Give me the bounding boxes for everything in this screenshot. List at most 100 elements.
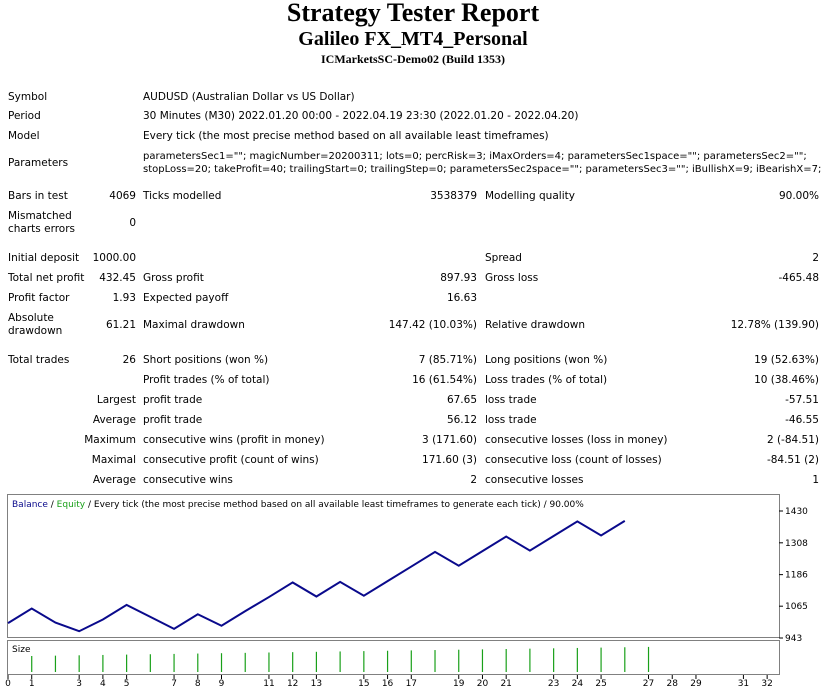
size-bars <box>31 646 650 672</box>
relative-drawdown-value: 12.78% (139.90) <box>730 319 819 331</box>
x-tick-label: 25 <box>595 679 606 688</box>
ticks-label: Ticks modelled <box>143 190 222 202</box>
net-profit-value: 432.45 <box>99 272 136 284</box>
model-value: Every tick (the most precise method base… <box>143 130 549 142</box>
x-tick-label: 20 <box>477 679 489 688</box>
loss-trades-label: Loss trades (% of total) <box>485 374 608 386</box>
short-positions-label: Short positions (won %) <box>143 354 269 366</box>
gross-profit-label: Gross profit <box>143 272 204 284</box>
x-tick-label: 4 <box>100 679 106 688</box>
long-positions-label: Long positions (won %) <box>485 354 608 366</box>
profit-trades-value: 16 (61.54%) <box>412 374 477 386</box>
mismatched-label-2: charts errors <box>8 223 75 235</box>
x-tick-label: 16 <box>382 679 394 688</box>
maximal-drawdown-value: 147.42 (10.03%) <box>388 319 477 331</box>
max-consecutive-losses-value: 2 (-84.51) <box>766 434 819 446</box>
y-tick-label: 1430 <box>785 507 808 517</box>
x-tick-label: 17 <box>406 679 417 688</box>
parameters-line-1: parametersSec1=""; magicNumber=20200311;… <box>143 151 807 162</box>
balance-line <box>7 520 626 633</box>
long-positions-value: 19 (52.63%) <box>754 354 819 366</box>
expected-payoff-label: Expected payoff <box>143 292 229 304</box>
x-tick-label: 9 <box>219 679 225 688</box>
deposit-value: 1000.00 <box>92 252 136 264</box>
main-plot-frame <box>7 494 780 638</box>
legend-balance: Balance <box>12 500 48 510</box>
gross-profit-value: 897.93 <box>440 272 477 284</box>
mismatched-value: 0 <box>129 217 136 229</box>
ticks-value: 3538379 <box>430 190 477 202</box>
profit-factor-value: 1.93 <box>112 292 136 304</box>
x-tick-label: 31 <box>738 679 749 688</box>
y-tick-label: 1065 <box>785 602 808 612</box>
average-consecutive-losses-label: consecutive losses <box>485 474 584 486</box>
x-tick-label: 1 <box>29 679 35 688</box>
x-tick-label: 23 <box>548 679 559 688</box>
balance-series <box>7 520 626 633</box>
x-tick-label: 11 <box>263 679 274 688</box>
absolute-drawdown-label-2: drawdown <box>8 325 63 337</box>
max-consecutive-wins-value: 3 (171.60) <box>422 434 477 446</box>
chart-legend: Balance / Equity / Every tick (the most … <box>12 500 584 510</box>
spread-label: Spread <box>485 252 522 264</box>
gross-loss-value: -465.48 <box>778 272 819 284</box>
y-tick-label: 1186 <box>785 571 808 581</box>
largest-label: Largest <box>96 394 136 406</box>
x-tick-label: 5 <box>124 679 130 688</box>
y-axis-ticks: 943 1065 1186 1308 1430 <box>779 507 808 644</box>
x-tick-label: 21 <box>500 679 511 688</box>
period-value: 30 Minutes (M30) 2022.01.20 00:00 - 2022… <box>143 110 579 122</box>
profit-trades-label: Profit trades (% of total) <box>143 374 270 386</box>
server-build: ICMarketsSC-Demo02 (Build 1353) <box>321 52 505 66</box>
x-tick-label: 28 <box>667 679 679 688</box>
average-profit-trade-value: 56.12 <box>446 414 477 426</box>
x-tick-label: 32 <box>761 679 772 688</box>
spread-value: 2 <box>812 252 819 264</box>
expert-name: Galileo FX_MT4_Personal <box>298 28 528 50</box>
largest-loss-trade-value: -57.51 <box>785 394 819 406</box>
deposit-label: Initial deposit <box>8 252 80 264</box>
parameters-line-2: stopLoss=20; takeProfit=40; trailingStar… <box>143 164 822 175</box>
legend-equity: Equity <box>57 500 86 510</box>
net-profit-label: Total net profit <box>8 272 85 284</box>
x-tick-label: 24 <box>572 679 584 688</box>
gross-loss-label: Gross loss <box>485 272 539 284</box>
x-tick-label: 15 <box>358 679 369 688</box>
size-plot-frame <box>7 640 780 675</box>
x-tick-label: 8 <box>195 679 201 688</box>
x-tick-label: 27 <box>643 679 654 688</box>
total-trades-label: Total trades <box>8 354 70 366</box>
average-loss-trade-value: -46.55 <box>785 414 819 426</box>
x-tick-label: 19 <box>453 679 465 688</box>
maximal-consecutive-profit-label: consecutive profit (count of wins) <box>143 454 319 466</box>
largest-profit-trade-label: profit trade <box>143 394 203 406</box>
bars-value: 4069 <box>109 190 136 202</box>
average-consecutive-wins-value: 2 <box>470 474 477 486</box>
loss-trades-value: 10 (38.46%) <box>754 374 819 386</box>
largest-profit-trade-value: 67.65 <box>446 394 477 406</box>
x-tick-label: 7 <box>171 679 177 688</box>
average-consecutive-wins-label: consecutive wins <box>143 474 233 486</box>
bars-label: Bars in test <box>8 190 68 202</box>
relative-drawdown-label: Relative drawdown <box>485 319 586 331</box>
model-label: Model <box>8 130 40 142</box>
x-axis-ticks: 0 1 3 4 5 7 8 9 11 12 13 15 16 17 19 20 21 23 24 25 27 28 29 31… <box>5 675 773 688</box>
mismatched-label-1: Mismatched <box>8 210 72 222</box>
average-profit-trade-label: profit trade <box>143 414 203 426</box>
quality-label: Modelling quality <box>485 190 575 202</box>
maximal-drawdown-label: Maximal drawdown <box>143 319 245 331</box>
period-label: Period <box>8 110 41 122</box>
average-consecutive-losses-value: 1 <box>812 474 819 486</box>
average-2-label: Average <box>92 474 136 486</box>
profit-factor-label: Profit factor <box>8 292 70 304</box>
y-tick-label: 943 <box>785 634 802 644</box>
maximal-label: Maximal <box>91 454 136 466</box>
expected-payoff-value: 16.63 <box>446 292 477 304</box>
x-tick-label: 12 <box>287 679 298 688</box>
symbol-value: AUDUSD (Australian Dollar vs US Dollar) <box>143 91 355 103</box>
x-tick-label: 0 <box>5 679 11 688</box>
absolute-drawdown-value: 61.21 <box>105 319 136 331</box>
short-positions-value: 7 (85.71%) <box>418 354 477 366</box>
maximal-consecutive-loss-value: -84.51 (2) <box>766 454 819 466</box>
quality-value: 90.00% <box>778 190 819 202</box>
